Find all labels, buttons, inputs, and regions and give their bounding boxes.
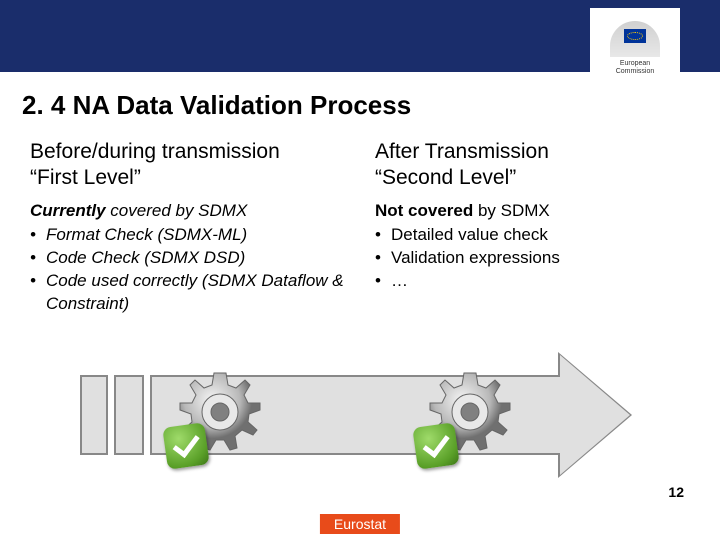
gear-icon	[420, 365, 520, 465]
right-lead: Not covered by SDMX	[375, 200, 700, 223]
list-item: Validation expressions	[375, 247, 700, 270]
list-item: …	[375, 270, 700, 293]
left-heading: Before/during transmission “First Level”	[30, 139, 355, 192]
left-heading-line2: “First Level”	[30, 166, 141, 189]
list-item: Format Check (SDMX-ML)	[30, 224, 355, 247]
eu-flag-icon	[624, 29, 646, 43]
slide-title: 2. 4 NA Data Validation Process	[22, 90, 720, 121]
header-bar: European Commission	[0, 0, 720, 72]
process-arrow-graphic	[80, 345, 640, 485]
list-item: Code used correctly (SDMX Dataflow & Con…	[30, 270, 355, 316]
right-heading-line1: After Transmission	[375, 140, 549, 163]
list-item: Detailed value check	[375, 224, 700, 247]
logo-text-line2: Commission	[616, 68, 655, 75]
gear-icon	[170, 365, 270, 465]
footer-label: Eurostat	[320, 514, 400, 534]
logo-building-icon	[610, 21, 660, 57]
right-heading: After Transmission “Second Level”	[375, 139, 700, 192]
page-number: 12	[668, 484, 684, 500]
left-lead-rest: covered by SDMX	[106, 201, 248, 220]
logo-text-line1: European	[620, 60, 650, 67]
ec-logo: European Commission	[590, 8, 680, 88]
right-heading-line2: “Second Level”	[375, 166, 516, 189]
arrow-segment-gap	[106, 375, 116, 455]
logo-text: European Commission	[616, 60, 655, 75]
left-lead-bold: Currently	[30, 201, 106, 220]
content-columns: Before/during transmission “First Level”…	[0, 139, 720, 316]
arrow-segment-gap	[142, 375, 152, 455]
left-column: Before/during transmission “First Level”…	[30, 139, 355, 316]
list-item: Code Check (SDMX DSD)	[30, 247, 355, 270]
arrow-head	[560, 355, 630, 475]
left-lead: Currently covered by SDMX	[30, 200, 355, 223]
check-icon	[162, 422, 209, 469]
check-icon	[412, 422, 459, 469]
right-column: After Transmission “Second Level” Not co…	[375, 139, 700, 316]
left-bullets: Format Check (SDMX-ML) Code Check (SDMX …	[30, 224, 355, 316]
right-lead-rest: by SDMX	[473, 201, 550, 220]
left-heading-line1: Before/during transmission	[30, 140, 280, 163]
right-lead-bold: Not covered	[375, 201, 473, 220]
right-bullets: Detailed value check Validation expressi…	[375, 224, 700, 293]
